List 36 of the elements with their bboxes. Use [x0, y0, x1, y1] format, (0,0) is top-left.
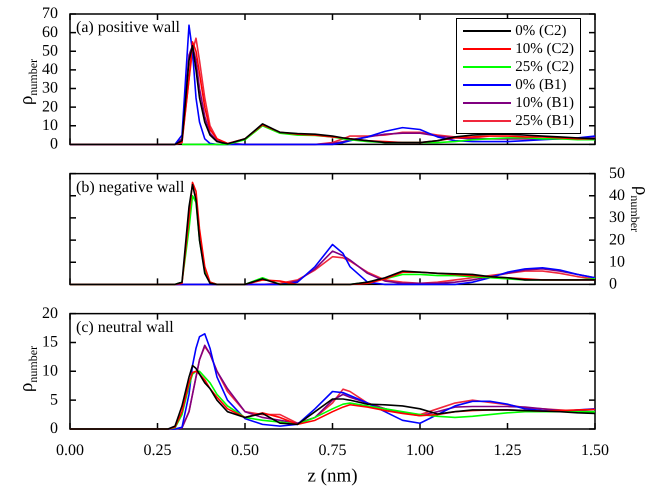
x-tick-label: 0.75 [318, 442, 346, 459]
y-tick-label: 15 [42, 334, 58, 351]
y-tick-label: 50 [609, 164, 625, 182]
annotation: (b) negative wall [76, 178, 185, 196]
y-tick-label: 20 [42, 98, 58, 116]
y-tick-label: 20 [42, 304, 58, 322]
y-tick-label: 5 [50, 391, 58, 408]
y-tick-label: 50 [42, 42, 58, 60]
y-tick-label: 30 [42, 80, 58, 97]
annotation: (c) neutral wall [76, 318, 174, 336]
x-tick-label: 1.50 [581, 442, 609, 459]
legend-label: 10% (C2) [515, 40, 574, 58]
x-tick-label: 0.00 [56, 442, 84, 459]
y-tick-label: 60 [42, 24, 58, 41]
y-tick-label: 20 [609, 231, 625, 248]
legend-label: 25% (C2) [515, 58, 574, 76]
y-tick-label: 0 [609, 276, 617, 293]
y-tick-label: 10 [42, 362, 58, 380]
legend-label: 0% (B1) [515, 76, 566, 94]
annotation: (a) positive wall [76, 19, 181, 36]
legend-label: 25% (B1) [515, 112, 574, 130]
y-tick-label: 40 [42, 61, 58, 78]
y-tick-label: 10 [609, 253, 625, 270]
y-tick-label: 40 [609, 186, 625, 204]
y-tick-label: 0 [50, 420, 58, 438]
y-tick-label: 30 [609, 209, 625, 226]
x-axis-title: z (nm) [307, 466, 358, 487]
legend-label: 0% (C2) [515, 22, 566, 40]
legend-label: 10% (B1) [515, 94, 574, 112]
y-tick-label: 0 [50, 136, 58, 153]
y-tick-label: 70 [42, 5, 58, 22]
x-tick-label: 0.50 [231, 442, 259, 459]
y-tick-label: 10 [42, 116, 58, 134]
x-tick-label: 1.00 [406, 442, 434, 459]
x-tick-label: 1.25 [494, 442, 522, 459]
x-tick-label: 0.25 [144, 442, 172, 459]
